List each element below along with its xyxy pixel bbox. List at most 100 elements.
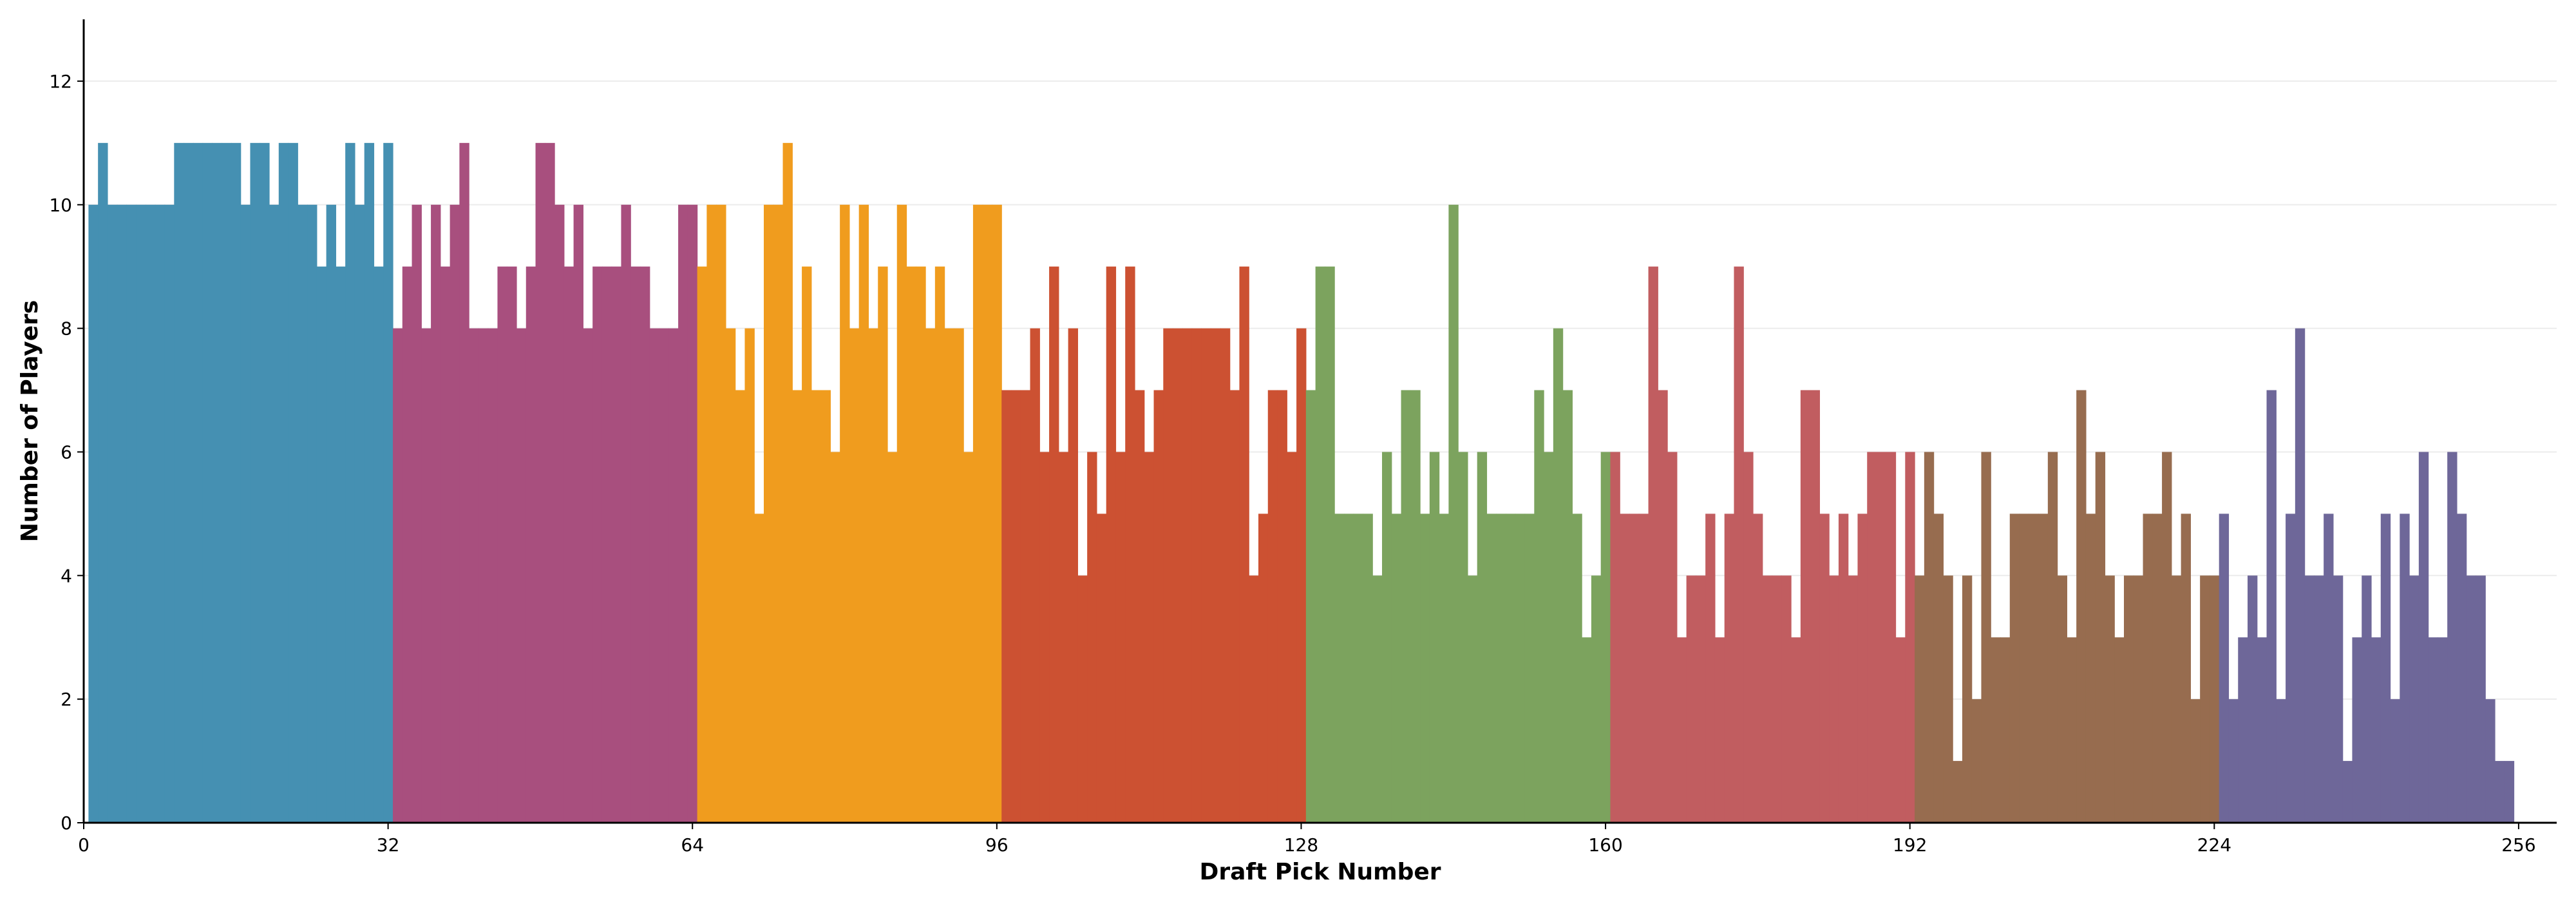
bar [507, 266, 517, 823]
bar [1258, 513, 1269, 823]
bar [1953, 761, 1963, 823]
bar [1249, 575, 1259, 823]
bar [773, 204, 784, 823]
bar [744, 328, 755, 823]
bar [1705, 513, 1716, 823]
bar [278, 142, 289, 823]
bar [1201, 328, 1211, 823]
bar [2152, 513, 2163, 823]
bar [725, 328, 736, 823]
bar [202, 142, 213, 823]
bar [1125, 266, 1135, 823]
bar [1049, 266, 1059, 823]
bar [1981, 452, 1991, 823]
bar [601, 266, 612, 823]
bar [1486, 513, 1497, 823]
bar [412, 204, 422, 823]
bar [887, 452, 898, 823]
bar [906, 266, 916, 823]
bar [1629, 513, 1640, 823]
bar [1163, 328, 1173, 823]
bar [469, 328, 479, 823]
bar [1096, 513, 1107, 823]
bar [1020, 390, 1031, 823]
bar [1106, 266, 1117, 823]
bar [2124, 575, 2134, 823]
bar [706, 204, 717, 823]
bar [269, 204, 279, 823]
bar [1115, 452, 1126, 823]
x-tick-label: 160 [1588, 834, 1622, 856]
bar [1363, 513, 1373, 823]
bar [1506, 513, 1516, 823]
bar [107, 204, 118, 823]
bar [2324, 513, 2334, 823]
bar [336, 266, 346, 823]
bar [1144, 452, 1155, 823]
bar [326, 204, 336, 823]
x-tick-label: 64 [681, 834, 704, 856]
bar [2257, 637, 2268, 823]
bar [1743, 452, 1754, 823]
bar [535, 142, 545, 823]
bar [2171, 575, 2182, 823]
bar [421, 328, 431, 823]
bar [1772, 575, 1782, 823]
bar [2438, 637, 2448, 823]
bar [1077, 575, 1088, 823]
bar [1867, 452, 1877, 823]
bar [1857, 513, 1868, 823]
bar [1610, 452, 1620, 823]
bar [1648, 266, 1658, 823]
bar [678, 204, 688, 823]
bar [450, 204, 460, 823]
bar [1011, 390, 1021, 823]
bar [1724, 513, 1735, 823]
bar [2476, 575, 2486, 823]
bar [1714, 637, 1725, 823]
bar [934, 266, 945, 823]
bar [1933, 513, 1944, 823]
bar [155, 204, 166, 823]
bar [592, 266, 603, 823]
bar [1991, 637, 2001, 823]
bar [1895, 637, 1906, 823]
bar [1515, 513, 1526, 823]
y-tick-label: 6 [61, 441, 72, 463]
bar [222, 142, 232, 823]
bar [640, 266, 650, 823]
bar [2295, 328, 2306, 823]
bar [896, 204, 907, 823]
bar [431, 204, 441, 823]
bar [1943, 575, 1953, 823]
bar [1562, 390, 1573, 823]
bar [240, 204, 251, 823]
x-tick-label: 32 [377, 834, 400, 856]
bar [583, 328, 593, 823]
bar [1382, 452, 1392, 823]
bar [1924, 452, 1935, 823]
bar [1838, 513, 1849, 823]
bar [1676, 637, 1687, 823]
bar [963, 452, 974, 823]
bar [1229, 390, 1240, 823]
bar [193, 142, 204, 823]
bar [621, 204, 631, 823]
bar [1315, 266, 1325, 823]
bar [1600, 452, 1611, 823]
bar [316, 266, 327, 823]
bar [2181, 513, 2191, 823]
bar [1638, 513, 1649, 823]
bar [2286, 513, 2296, 823]
bar [374, 266, 384, 823]
bar [659, 328, 669, 823]
bar [2238, 637, 2248, 823]
bar [1734, 266, 1744, 823]
bar [1087, 452, 1097, 823]
bar [164, 204, 175, 823]
bar [1915, 575, 1925, 823]
bar [1068, 328, 1078, 823]
bar [830, 452, 840, 823]
bar [2200, 575, 2210, 823]
y-axis-title: Number of Players [17, 300, 43, 542]
